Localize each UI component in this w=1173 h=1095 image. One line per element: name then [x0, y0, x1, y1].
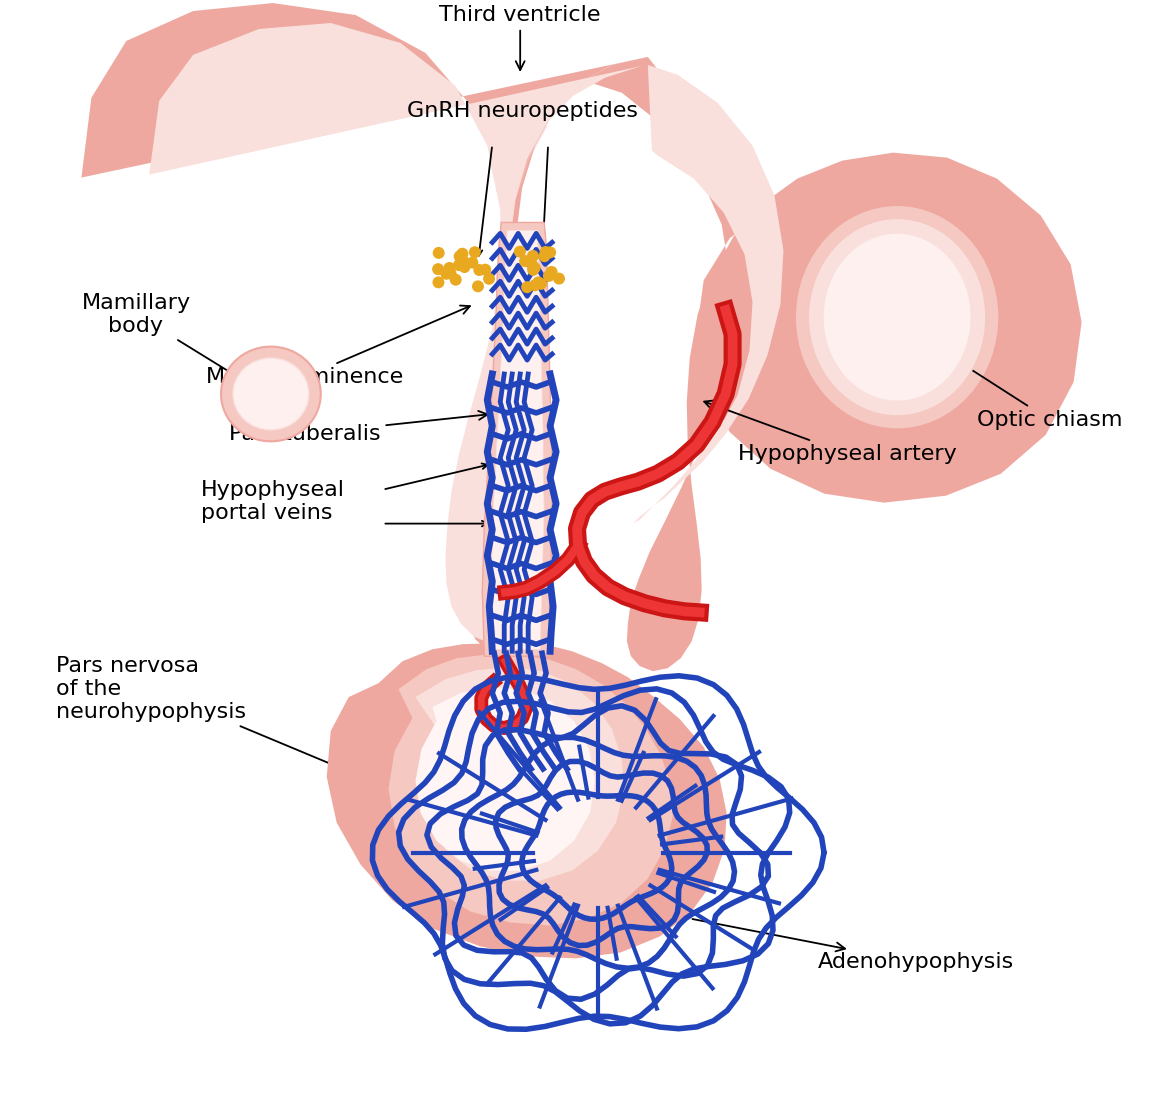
Text: Optic chiasm: Optic chiasm: [895, 321, 1123, 430]
Circle shape: [467, 256, 479, 268]
Polygon shape: [491, 230, 544, 649]
Ellipse shape: [795, 205, 999, 429]
Text: Mamillary
body: Mamillary body: [81, 292, 255, 388]
Polygon shape: [633, 65, 784, 523]
Polygon shape: [149, 23, 642, 644]
Circle shape: [520, 255, 531, 267]
Circle shape: [456, 247, 468, 260]
Text: Median eminence: Median eminence: [206, 306, 470, 387]
Circle shape: [527, 250, 538, 262]
Circle shape: [480, 264, 491, 276]
Circle shape: [483, 273, 495, 285]
Polygon shape: [81, 3, 647, 656]
Circle shape: [527, 260, 538, 272]
Circle shape: [524, 256, 536, 268]
Circle shape: [538, 251, 550, 262]
Ellipse shape: [823, 233, 971, 401]
Ellipse shape: [221, 347, 320, 441]
Circle shape: [443, 262, 455, 274]
Polygon shape: [452, 125, 548, 643]
Polygon shape: [579, 57, 1082, 671]
Text: GnRH neuropeptides: GnRH neuropeptides: [407, 101, 638, 120]
Circle shape: [440, 268, 453, 279]
Text: Hypophyseal
portal veins: Hypophyseal portal veins: [201, 480, 345, 523]
Text: Hypophyseal artery: Hypophyseal artery: [704, 401, 956, 464]
Circle shape: [433, 246, 445, 258]
Circle shape: [543, 269, 555, 281]
Ellipse shape: [233, 358, 308, 430]
Polygon shape: [327, 643, 726, 958]
Circle shape: [432, 263, 445, 275]
Circle shape: [527, 264, 540, 276]
Text: Pars nervosa
of the
neurohypophysis: Pars nervosa of the neurohypophysis: [56, 656, 457, 818]
Circle shape: [552, 273, 565, 285]
Circle shape: [545, 266, 557, 278]
Circle shape: [521, 281, 533, 293]
Polygon shape: [415, 667, 624, 880]
Text: Pars tuberalis: Pars tuberalis: [229, 411, 488, 443]
Circle shape: [544, 246, 556, 258]
Ellipse shape: [808, 219, 985, 416]
Circle shape: [514, 245, 526, 257]
Circle shape: [449, 274, 462, 286]
Circle shape: [472, 280, 484, 292]
Circle shape: [453, 260, 465, 272]
Circle shape: [433, 276, 445, 288]
Circle shape: [454, 251, 466, 263]
Circle shape: [540, 246, 551, 258]
Polygon shape: [482, 222, 552, 656]
Circle shape: [533, 276, 544, 288]
Text: Third ventricle: Third ventricle: [440, 5, 601, 70]
Circle shape: [535, 278, 547, 290]
Circle shape: [456, 254, 468, 266]
Circle shape: [529, 279, 541, 291]
Circle shape: [469, 246, 481, 258]
Polygon shape: [388, 654, 673, 925]
Text: Adenohypophysis: Adenohypophysis: [692, 919, 1013, 972]
Polygon shape: [415, 688, 595, 871]
Circle shape: [445, 267, 456, 279]
Circle shape: [529, 262, 541, 274]
Circle shape: [474, 264, 486, 276]
Circle shape: [523, 255, 535, 267]
Circle shape: [459, 261, 470, 273]
